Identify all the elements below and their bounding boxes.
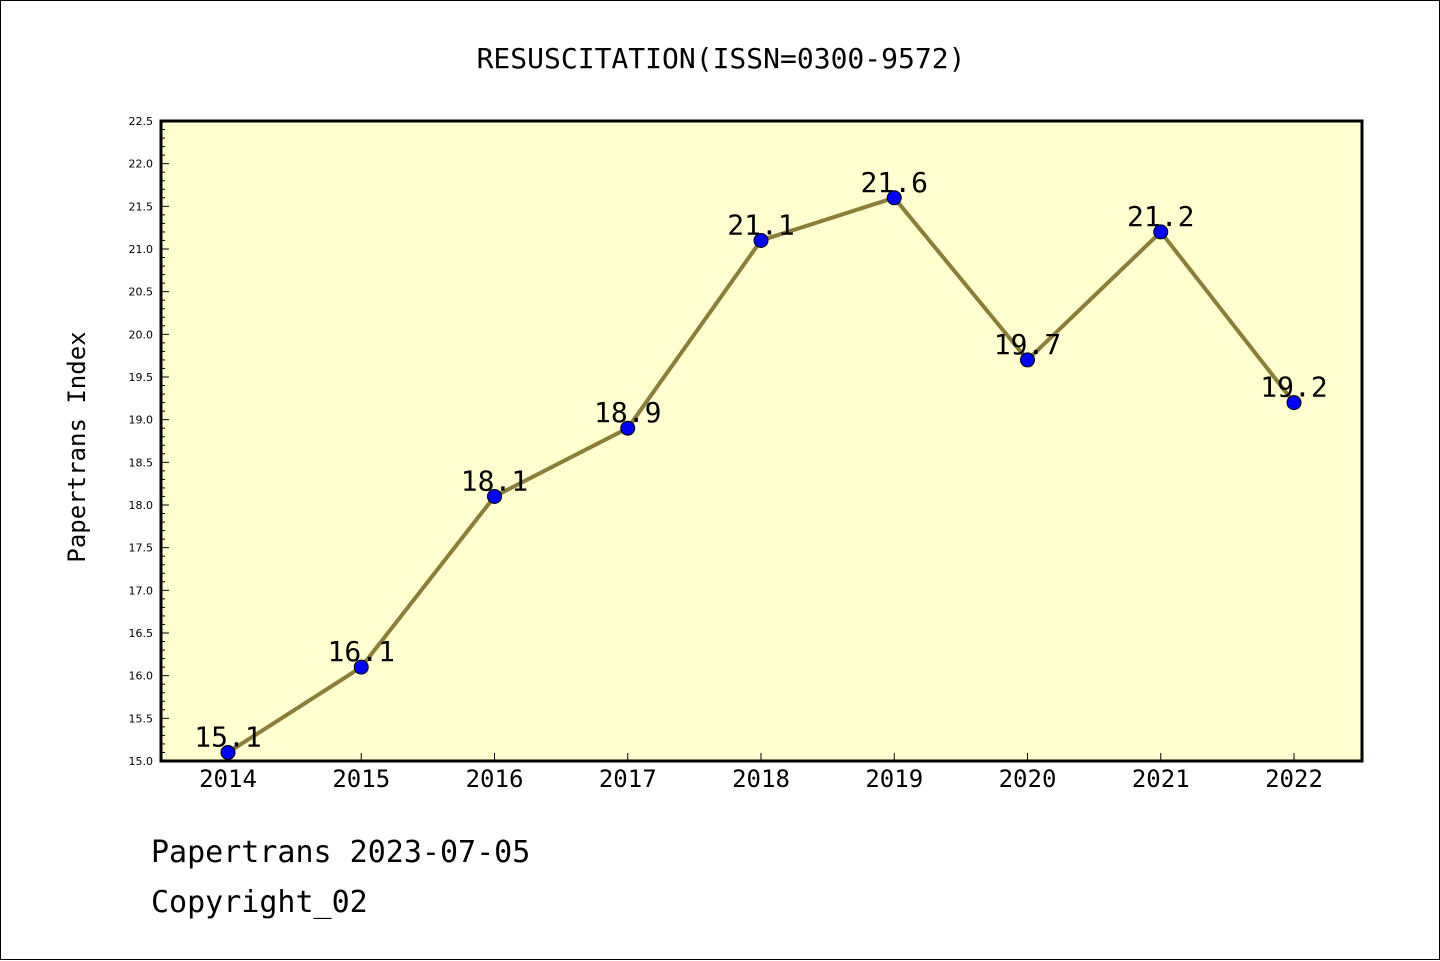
y-tick-label: 15.0 xyxy=(129,755,154,768)
footer-date-text: Papertrans 2023-07-05 xyxy=(151,835,531,870)
data-point xyxy=(353,659,369,675)
data-label: 16.1 xyxy=(328,635,395,668)
y-tick-label: 16.0 xyxy=(129,670,154,683)
x-tick-label: 2020 xyxy=(999,765,1057,793)
y-axis-ticks: 15.0 15.5 16.0 16.5 17.0 17.5 18.0 18.5 19.0 19.5… xyxy=(129,115,169,768)
data-points xyxy=(220,190,1302,760)
chart-title: RESUSCITATION(ISSN=0300-9572) xyxy=(477,42,966,75)
data-point xyxy=(487,488,502,504)
data-label: 21.6 xyxy=(861,166,928,199)
y-tick-label: 18.0 xyxy=(129,499,154,512)
plot-border xyxy=(159,119,1364,763)
data-point xyxy=(1286,395,1302,411)
data-label: 19.2 xyxy=(1260,371,1327,404)
x-tick-label: 2017 xyxy=(599,765,657,793)
y-tick-label: 17.0 xyxy=(129,584,154,597)
data-labels: 15.1 16.1 18.1 18.9 21.1 21.6 19.7 21.2 19.2 xyxy=(194,166,1327,754)
x-tick-label: 2021 xyxy=(1132,765,1190,793)
y-tick-label: 16.5 xyxy=(129,627,154,640)
y-tick-label: 20.5 xyxy=(129,286,154,299)
data-label: 18.1 xyxy=(461,464,528,497)
y-tick-label: 15.5 xyxy=(129,712,154,725)
y-tick-label: 17.5 xyxy=(129,542,154,555)
y-tick-label: 19.0 xyxy=(129,414,154,427)
y-tick-label: 21.0 xyxy=(129,243,154,256)
y-tick-label: 22.5 xyxy=(129,115,154,128)
y-tick-label: 18.5 xyxy=(129,456,154,469)
data-point xyxy=(220,744,236,760)
x-tick-label: 2018 xyxy=(732,765,790,793)
y-tick-label: 21.5 xyxy=(129,200,154,213)
y-axis-label: Papertrans Index xyxy=(63,331,91,562)
x-tick-label: 2019 xyxy=(865,765,923,793)
footer-copyright-text: Copyright_02 xyxy=(151,885,368,920)
data-point xyxy=(620,420,636,436)
data-label: 18.9 xyxy=(594,396,661,429)
x-tick-label: 2016 xyxy=(466,765,524,793)
data-label: 21.2 xyxy=(1127,200,1194,233)
data-label: 21.1 xyxy=(727,208,794,241)
data-point xyxy=(1020,352,1035,368)
x-tick-label: 2014 xyxy=(199,765,257,793)
y-tick-label: 20.0 xyxy=(129,328,154,341)
y-tick-label: 19.5 xyxy=(129,371,154,384)
data-point xyxy=(886,190,902,206)
x-tick-label: 2015 xyxy=(332,765,390,793)
y-tick-label: 22.0 xyxy=(129,158,154,171)
data-label: 19.7 xyxy=(994,328,1061,361)
x-tick-label: 2022 xyxy=(1265,765,1323,793)
data-point xyxy=(1153,224,1169,240)
data-label: 15.1 xyxy=(194,720,261,753)
data-point xyxy=(753,232,769,248)
